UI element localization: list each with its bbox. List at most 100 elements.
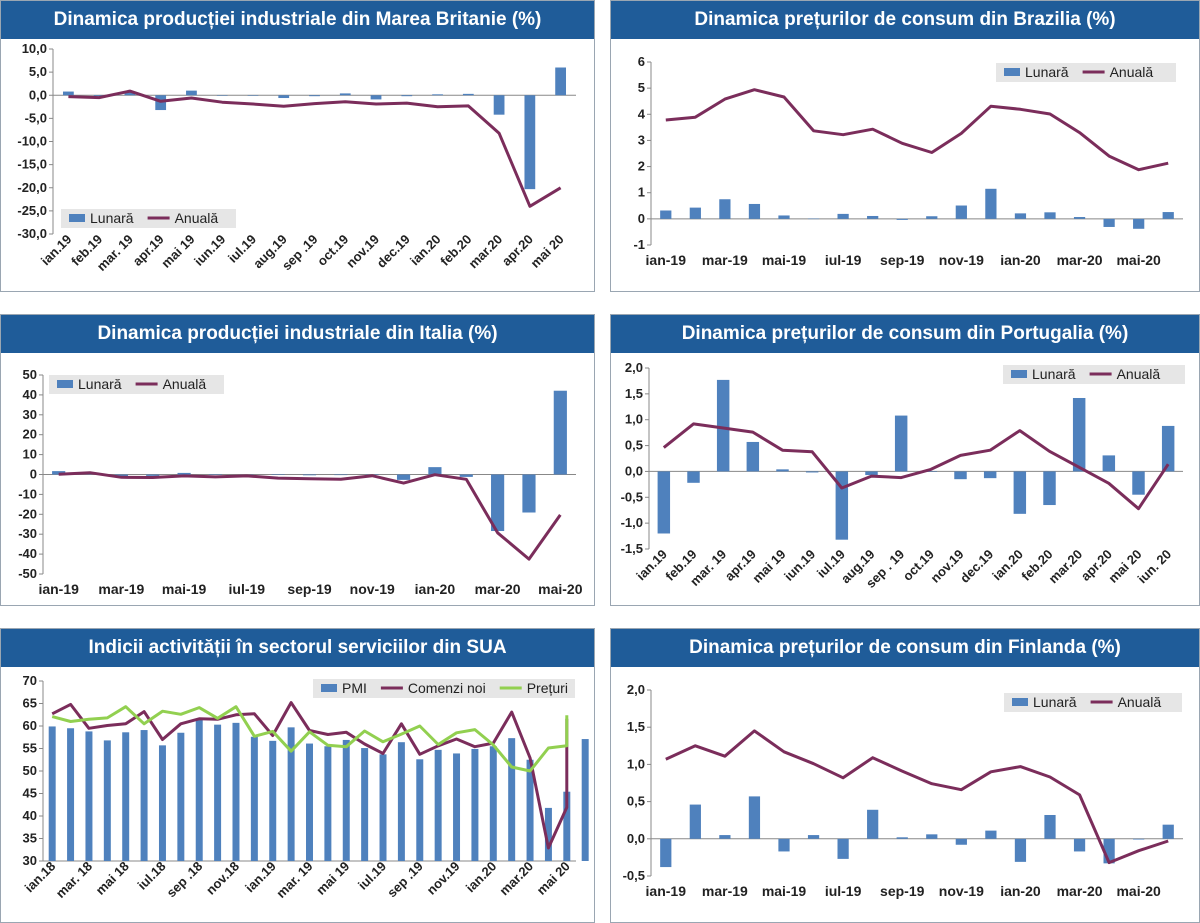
bar [493, 95, 505, 115]
legend-box [313, 679, 575, 698]
bar [158, 745, 166, 861]
bar [807, 218, 820, 220]
bar [416, 759, 424, 861]
x-tick-label: mar. 19 [273, 859, 315, 901]
chart-title: Dinamica producției industriale din Mare… [1, 1, 594, 39]
y-tick-label: 10,0 [22, 41, 47, 56]
x-tick-label: mar-20 [1057, 252, 1103, 268]
y-tick-label: -5,0 [25, 110, 47, 125]
bar [489, 746, 497, 861]
y-tick-label: -0,5 [623, 868, 645, 883]
bar [896, 837, 908, 839]
bar [146, 474, 160, 476]
bar [924, 471, 938, 472]
legend-swatch-bar [1004, 68, 1020, 76]
bar [434, 749, 442, 861]
bar [1044, 212, 1056, 219]
bar [865, 471, 878, 476]
x-tick-label: mai-19 [762, 252, 807, 268]
bar [122, 732, 130, 861]
y-tick-label: 60 [23, 718, 37, 733]
y-tick-label: 40 [23, 387, 37, 402]
x-tick-label: ian.20 [989, 547, 1026, 584]
bar [719, 199, 731, 219]
bar [124, 91, 136, 96]
series-line [665, 729, 1169, 865]
bar [926, 216, 938, 219]
bar [748, 203, 761, 219]
bar [581, 739, 589, 861]
chart-title: Dinamica prețurilor de consum din Portug… [611, 315, 1199, 353]
x-tick-label: iul-19 [229, 581, 266, 597]
bar [370, 95, 382, 100]
y-tick-label: -10,0 [17, 134, 47, 149]
bar [524, 95, 536, 190]
y-tick-label: 50 [23, 367, 37, 382]
bar [716, 379, 730, 472]
y-tick-label: 45 [23, 786, 37, 801]
y-tick-label: 4 [638, 106, 646, 121]
legend-label: Lunară [90, 210, 134, 226]
bar [660, 838, 672, 868]
y-tick-label: 20 [23, 427, 37, 442]
x-tick-label: mar.20 [1046, 547, 1086, 587]
legend-label: Lunară [1025, 64, 1069, 80]
bar [216, 95, 228, 96]
x-tick-label: ian.20 [407, 232, 444, 269]
bar [867, 809, 879, 839]
legend-swatch-bar [1011, 370, 1027, 378]
y-tick-label: 0 [30, 467, 37, 482]
bar [250, 736, 258, 861]
y-tick-label: 0,0 [29, 87, 47, 102]
y-tick-label: -10 [18, 486, 37, 501]
x-tick-label: sep-19 [880, 883, 925, 899]
bar [1161, 425, 1175, 472]
x-tick-label: mar-19 [702, 883, 748, 899]
bar [778, 215, 790, 219]
legend-label: Anuală [1110, 64, 1154, 80]
series-line [51, 705, 569, 773]
bar [807, 835, 820, 839]
x-tick-label: dec.19 [957, 547, 996, 586]
bar [553, 390, 567, 475]
bar [339, 93, 351, 96]
bar [896, 218, 908, 220]
y-tick-label: 5 [638, 80, 645, 95]
x-tick-label: mai-19 [162, 581, 207, 597]
bar [985, 830, 997, 839]
y-tick-label: -1,5 [621, 541, 643, 556]
y-tick-label: 55 [23, 741, 37, 756]
y-tick-label: 30 [23, 407, 37, 422]
series-line [58, 471, 562, 561]
bar [93, 95, 105, 97]
y-tick-label: -50 [18, 566, 37, 581]
bar [428, 467, 442, 475]
series-line [68, 89, 562, 208]
bar [342, 739, 350, 861]
bar [544, 807, 552, 861]
y-tick-label: 40 [23, 808, 37, 823]
x-tick-label: mai 19 [313, 859, 352, 898]
bar [140, 730, 148, 861]
bar [1014, 838, 1027, 862]
bar [894, 415, 908, 472]
bar [522, 474, 536, 513]
legend-label: Anuală [1118, 694, 1162, 710]
bar [491, 474, 505, 532]
legend-swatch-bar [1012, 698, 1028, 706]
bar [232, 722, 240, 861]
x-tick-label: mai 18 [93, 859, 132, 898]
chart-title: Indicii activității în sectorul servicii… [1, 629, 594, 667]
bar [177, 732, 185, 861]
legend-label: Prețuri [527, 680, 568, 696]
bar [526, 759, 534, 861]
legend-label: Anuală [1117, 366, 1161, 382]
x-tick-label: iul-19 [825, 252, 862, 268]
x-tick-label: iul-19 [825, 883, 862, 899]
chart-title: Dinamica prețurilor de consum din Finlan… [611, 629, 1199, 667]
bar [1162, 824, 1174, 839]
bar [85, 731, 93, 861]
bar [835, 471, 849, 540]
